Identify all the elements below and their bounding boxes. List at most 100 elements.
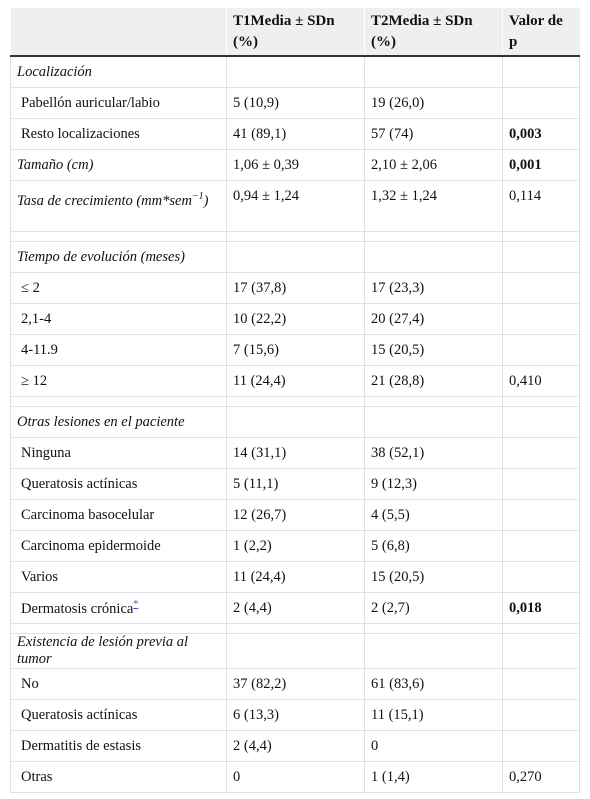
t1-cell: 2 (4,4) (226, 592, 365, 624)
table-header: T1Media ± SDn (%) T2Media ± SDn (%) Valo… (10, 8, 580, 57)
t1-cell: 7 (15,6) (226, 334, 365, 366)
t2-value: 57 (74) (371, 125, 414, 142)
row-label: No (10, 668, 227, 700)
data-row: No 37 (82,2) 61 (83,6) (10, 668, 580, 700)
t1-value: 7 (15,6) (233, 341, 279, 358)
row-label: 4-11.9 (10, 334, 227, 366)
data-row: Queratosis actínicas 6 (13,3) 11 (15,1) (10, 699, 580, 731)
label-text: Ninguna (21, 444, 71, 461)
t1-cell: 10 (22,2) (226, 303, 365, 335)
p-value-cell (502, 437, 580, 469)
t1-value: 1,06 ± 0,39 (233, 156, 299, 173)
label-text: Dermatitis de estasis (21, 737, 142, 754)
t2-value: 1 (1,4) (371, 768, 410, 785)
p-value-cell: 0,410 (502, 365, 580, 397)
p-value-cell: 0,018 (502, 592, 580, 624)
p-value-cell: 0,114 (502, 180, 580, 232)
p-value-cell (502, 530, 580, 562)
p-value: 0,410 (509, 372, 542, 389)
p-value-cell (502, 699, 580, 731)
t2-value: 1,32 ± 1,24 (371, 188, 437, 204)
t2-value: 0 (371, 737, 379, 754)
label-text-end: ) (203, 192, 209, 209)
header-cell: T1Media ± SDn (%) (226, 8, 365, 57)
label-text: Carcinoma epidermoide (21, 537, 161, 554)
t2-value: 61 (83,6) (371, 675, 425, 692)
empty-cell (364, 55, 503, 88)
empty-cell (502, 633, 580, 669)
label-text: ≤ 2 (21, 279, 40, 296)
p-value-cell (502, 468, 580, 500)
spacer-row (10, 396, 580, 407)
spacer-cell (226, 623, 365, 634)
p-value: 0,114 (509, 188, 542, 204)
label-text: Dermatosis crónica (21, 600, 134, 617)
t2-value: 17 (23,3) (371, 279, 425, 296)
t2-value: 38 (52,1) (371, 444, 425, 461)
empty-cell (364, 633, 503, 669)
t2-cell: 19 (26,0) (364, 87, 503, 119)
spacer-cell (502, 623, 580, 634)
footnote-link[interactable]: * (133, 598, 139, 610)
t1-cell: 11 (24,4) (226, 561, 365, 593)
t2-value: 5 (6,8) (371, 537, 410, 554)
empty-cell (502, 55, 580, 88)
data-row: Pabellón auricular/labio 5 (10,9) 19 (26,0… (10, 87, 580, 119)
spacer-cell (10, 623, 227, 634)
section-row: Otras lesiones en el paciente (10, 406, 580, 438)
t2-value: 9 (12,3) (371, 475, 417, 492)
data-row: Resto localizaciones 41 (89,1) 57 (74) 0,00… (10, 118, 580, 150)
t1-cell: 5 (11,1) (226, 468, 365, 500)
t1-cell: 5 (10,9) (226, 87, 365, 119)
empty-cell (364, 406, 503, 438)
label-text: 4-11.9 (21, 341, 58, 358)
row-label: Carcinoma basocelular (10, 499, 227, 531)
label-text: No (21, 675, 39, 692)
t1-cell: 14 (31,1) (226, 437, 365, 469)
t1-value: 17 (37,8) (233, 279, 287, 296)
label-text: Pabellón auricular/labio (21, 94, 160, 111)
row-label: 2,1-4 (10, 303, 227, 335)
spacer-cell (364, 231, 503, 242)
t1-cell: 0,94 ± 1,24 (226, 180, 365, 232)
empty-cell (226, 241, 365, 273)
label-text: Resto localizaciones (21, 125, 140, 142)
section-row: Localización (10, 55, 580, 88)
section-label: Localización (10, 55, 227, 88)
t2-value: 20 (27,4) (371, 310, 425, 327)
empty-cell (226, 406, 365, 438)
header-row: T1Media ± SDn (%) T2Media ± SDn (%) Valo… (10, 8, 580, 57)
t1-value: 37 (82,2) (233, 675, 287, 692)
row-label: Queratosis actínicas (10, 699, 227, 731)
t2-value: 19 (26,0) (371, 94, 425, 111)
row-label: Pabellón auricular/labio (10, 87, 227, 119)
label-text: 2,1-4 (21, 310, 52, 327)
t2-cell: 1,32 ± 1,24 (364, 180, 503, 232)
label-text: Otras (21, 768, 53, 785)
t2-value: 15 (20,5) (371, 341, 425, 358)
t2-cell: 5 (6,8) (364, 530, 503, 562)
t1-value: 0 (233, 768, 241, 785)
t2-cell: 4 (5,5) (364, 499, 503, 531)
row-label: Dermatitis de estasis (10, 730, 227, 762)
t2-cell: 61 (83,6) (364, 668, 503, 700)
p-value: 0,270 (509, 768, 542, 785)
label-text: Carcinoma basocelular (21, 506, 155, 523)
label-text: Queratosis actínicas (21, 706, 138, 723)
t1-value: 5 (11,1) (233, 475, 279, 492)
label-text: Queratosis actínicas (21, 475, 138, 492)
spacer-cell (10, 231, 227, 242)
spacer-cell (226, 231, 365, 242)
t2-value: 2 (2,7) (371, 599, 410, 616)
t1-cell: 6 (13,3) (226, 699, 365, 731)
data-row: Carcinoma basocelular 12 (26,7) 4 (5,5) (10, 499, 580, 531)
label-superscript: −1 (191, 191, 204, 202)
p-value-cell (502, 272, 580, 304)
spacer-row (10, 623, 580, 634)
label-text: Varios (21, 568, 59, 585)
empty-cell (226, 633, 365, 669)
t2-value: 21 (28,8) (371, 372, 425, 389)
t2-value: 15 (20,5) (371, 568, 425, 585)
p-value-cell: 0,001 (502, 149, 580, 181)
